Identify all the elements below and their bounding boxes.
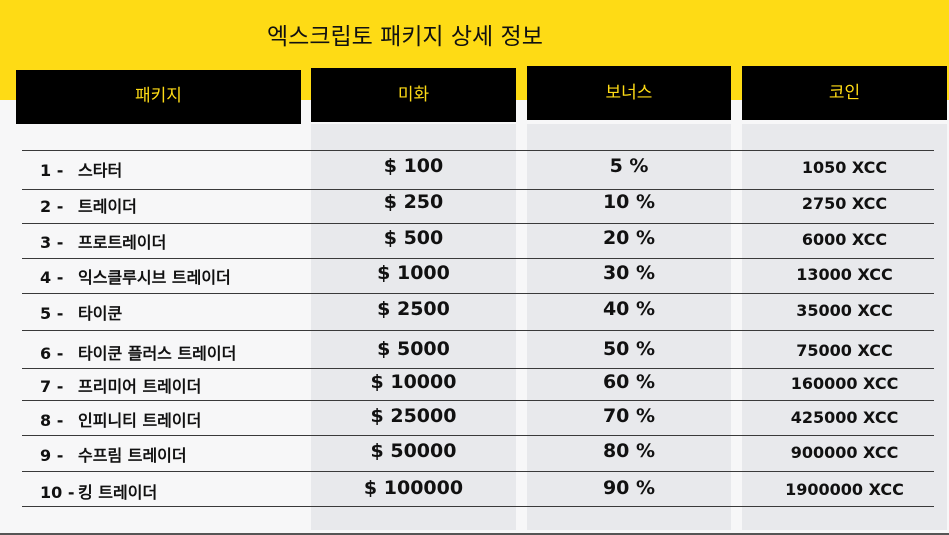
package-name-cell: 9 - 수프림 트레이더 bbox=[40, 442, 187, 466]
bonus-cell: 20 % bbox=[602, 227, 656, 249]
package-name: 인피니티 트레이더 bbox=[78, 411, 202, 430]
usd-cell: $ 250 bbox=[383, 191, 444, 213]
usd-cell: $ 500 bbox=[383, 227, 444, 249]
coin-cell: 900000 XCC bbox=[790, 443, 899, 462]
package-name: 트레이더 bbox=[78, 197, 137, 216]
package-number: 4 - bbox=[40, 268, 64, 287]
coin-cell: 1050 XCC bbox=[801, 158, 888, 177]
package-number: 9 - bbox=[40, 446, 64, 465]
coin-column-bg bbox=[742, 124, 947, 530]
package-number: 7 - bbox=[40, 377, 64, 396]
usd-cell: $ 2500 bbox=[377, 298, 450, 320]
package-name-cell: 2 - 트레이더 bbox=[40, 193, 137, 217]
bonus-cell: 5 % bbox=[609, 155, 649, 177]
package-name: 프리미어 트레이더 bbox=[78, 377, 202, 396]
row-divider bbox=[22, 258, 934, 259]
coin-cell: 2750 XCC bbox=[801, 194, 888, 213]
package-name: 킹 트레이더 bbox=[78, 483, 158, 502]
header-usd: 미화 bbox=[311, 68, 516, 122]
usd-cell: $ 100 bbox=[383, 155, 444, 177]
usd-cell: $ 10000 bbox=[370, 371, 457, 393]
header-coin: 코인 bbox=[742, 66, 947, 120]
bonus-cell: 40 % bbox=[602, 298, 656, 320]
coin-cell: 1900000 XCC bbox=[785, 480, 904, 499]
package-name-cell: 7 - 프리미어 트레이더 bbox=[40, 373, 201, 397]
bonus-cell: 70 % bbox=[602, 405, 656, 427]
bonus-cell: 50 % bbox=[602, 338, 656, 360]
package-number: 10 - bbox=[40, 483, 75, 502]
package-name-cell: 10 -킹 트레이더 bbox=[40, 479, 157, 503]
package-name-cell: 6 - 타이쿤 플러스 트레이더 bbox=[40, 340, 236, 364]
package-number: 3 - bbox=[40, 233, 64, 252]
bonus-cell: 90 % bbox=[602, 477, 656, 499]
bonus-column-bg bbox=[527, 124, 731, 530]
package-name: 수프림 트레이더 bbox=[78, 446, 187, 465]
package-number: 8 - bbox=[40, 411, 64, 430]
package-name-cell: 8 - 인피니티 트레이더 bbox=[40, 407, 201, 431]
usd-cell: $ 50000 bbox=[370, 440, 457, 462]
row-divider bbox=[22, 150, 934, 151]
coin-cell: 6000 XCC bbox=[801, 230, 888, 249]
row-divider bbox=[22, 330, 934, 331]
row-divider bbox=[22, 368, 934, 369]
coin-cell: 13000 XCC bbox=[796, 265, 893, 284]
row-divider bbox=[22, 400, 934, 401]
coin-cell: 425000 XCC bbox=[790, 408, 899, 427]
bonus-cell: 10 % bbox=[602, 191, 656, 213]
usd-cell: $ 25000 bbox=[370, 405, 457, 427]
package-number: 2 - bbox=[40, 197, 64, 216]
header-bonus: 보너스 bbox=[527, 66, 731, 120]
bonus-cell: 30 % bbox=[602, 262, 656, 284]
package-name-cell: 3 - 프로트레이더 bbox=[40, 229, 166, 253]
row-divider bbox=[22, 471, 934, 472]
package-name-cell: 5 - 타이쿤 bbox=[40, 300, 122, 324]
package-name-cell: 1 - 스타터 bbox=[40, 157, 122, 181]
bottom-border bbox=[0, 533, 949, 535]
coin-cell: 75000 XCC bbox=[796, 341, 893, 360]
row-divider bbox=[22, 223, 934, 224]
row-divider bbox=[22, 435, 934, 436]
usd-cell: $ 1000 bbox=[377, 262, 450, 284]
package-name: 스타터 bbox=[78, 161, 123, 180]
coin-cell: 35000 XCC bbox=[796, 301, 893, 320]
usd-cell: $ 5000 bbox=[377, 338, 450, 360]
row-divider bbox=[22, 189, 934, 190]
coin-cell: 160000 XCC bbox=[790, 374, 899, 393]
bonus-cell: 60 % bbox=[602, 371, 656, 393]
package-name: 익스클루시브 트레이더 bbox=[78, 268, 231, 287]
package-name-cell: 4 - 익스클루시브 트레이더 bbox=[40, 264, 231, 288]
bonus-cell: 80 % bbox=[602, 440, 656, 462]
package-name: 타이쿤 플러스 트레이더 bbox=[78, 344, 237, 363]
usd-cell: $ 100000 bbox=[363, 477, 464, 499]
row-divider bbox=[22, 293, 934, 294]
row-divider bbox=[22, 506, 934, 507]
package-name: 프로트레이더 bbox=[78, 233, 167, 252]
usd-column-bg bbox=[311, 124, 516, 530]
header-package: 패키지 bbox=[16, 70, 301, 124]
page-title: 엑스크립토 패키지 상세 정보 bbox=[267, 24, 543, 50]
package-name: 타이쿤 bbox=[78, 304, 123, 323]
package-number: 5 - bbox=[40, 304, 64, 323]
package-number: 1 - bbox=[40, 161, 64, 180]
package-number: 6 - bbox=[40, 344, 64, 363]
